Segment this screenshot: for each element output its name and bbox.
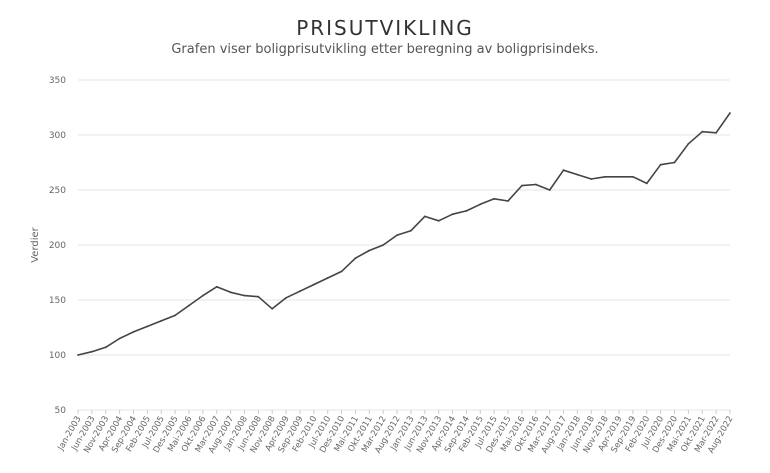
data-point (659, 163, 662, 166)
data-point (326, 277, 329, 279)
data-point (465, 210, 468, 212)
data-point (91, 350, 93, 353)
series-layer (77, 112, 731, 356)
data-point (437, 219, 440, 222)
y-tick-label: 50 (55, 406, 67, 416)
data-point (271, 307, 274, 310)
data-point (340, 270, 343, 273)
data-point (382, 244, 385, 246)
data-point (423, 215, 426, 218)
data-point (632, 175, 634, 178)
data-point (479, 203, 482, 206)
data-point (604, 175, 606, 178)
data-point (562, 169, 565, 172)
data-point (118, 337, 121, 340)
data-point (548, 189, 551, 191)
data-point (673, 161, 676, 164)
data-point (202, 294, 204, 297)
data-point (590, 178, 593, 180)
data-point (715, 131, 717, 134)
data-point (132, 331, 135, 333)
y-tick-label: 300 (49, 131, 66, 141)
data-point (618, 175, 620, 178)
chart-title: PRISUTVIKLING (296, 16, 474, 40)
data-point (493, 197, 496, 200)
y-tick-label: 100 (49, 351, 66, 361)
y-tick-label: 150 (49, 296, 66, 306)
data-point (701, 130, 704, 133)
data-point (285, 296, 287, 299)
data-point (368, 249, 371, 252)
data-point (645, 182, 648, 185)
y-axis-label: Verdier (30, 226, 41, 262)
data-point (312, 283, 315, 286)
data-point (229, 291, 232, 294)
data-point (729, 112, 731, 114)
data-point (146, 325, 149, 328)
data-point (257, 295, 260, 298)
y-axis: 50 100 150 200 250 300 350 (49, 76, 66, 416)
data-point (451, 213, 454, 216)
data-point (160, 320, 163, 322)
y-tick-label: 200 (49, 241, 66, 251)
data-point (687, 142, 690, 145)
grid (78, 79, 730, 411)
chart-subtitle: Grafen viser boligprisutvikling etter be… (171, 42, 599, 57)
data-point (410, 229, 412, 232)
data-point (243, 294, 246, 297)
y-tick-label: 250 (49, 186, 66, 196)
x-axis: Jan-2003Jun-2003Nov-2003Apr-2004Sep-2004… (56, 410, 736, 455)
data-point (507, 200, 509, 202)
data-point (354, 257, 357, 260)
data-point (174, 314, 177, 317)
y-tick-label: 350 (49, 76, 66, 86)
data-point (104, 346, 107, 349)
data-point (576, 173, 579, 176)
series-line (77, 112, 731, 356)
data-point (188, 304, 190, 307)
data-point (299, 290, 301, 293)
data-point (396, 234, 398, 237)
data-point (215, 285, 218, 288)
data-point (77, 354, 79, 356)
data-point (534, 183, 537, 186)
data-point (521, 184, 523, 187)
